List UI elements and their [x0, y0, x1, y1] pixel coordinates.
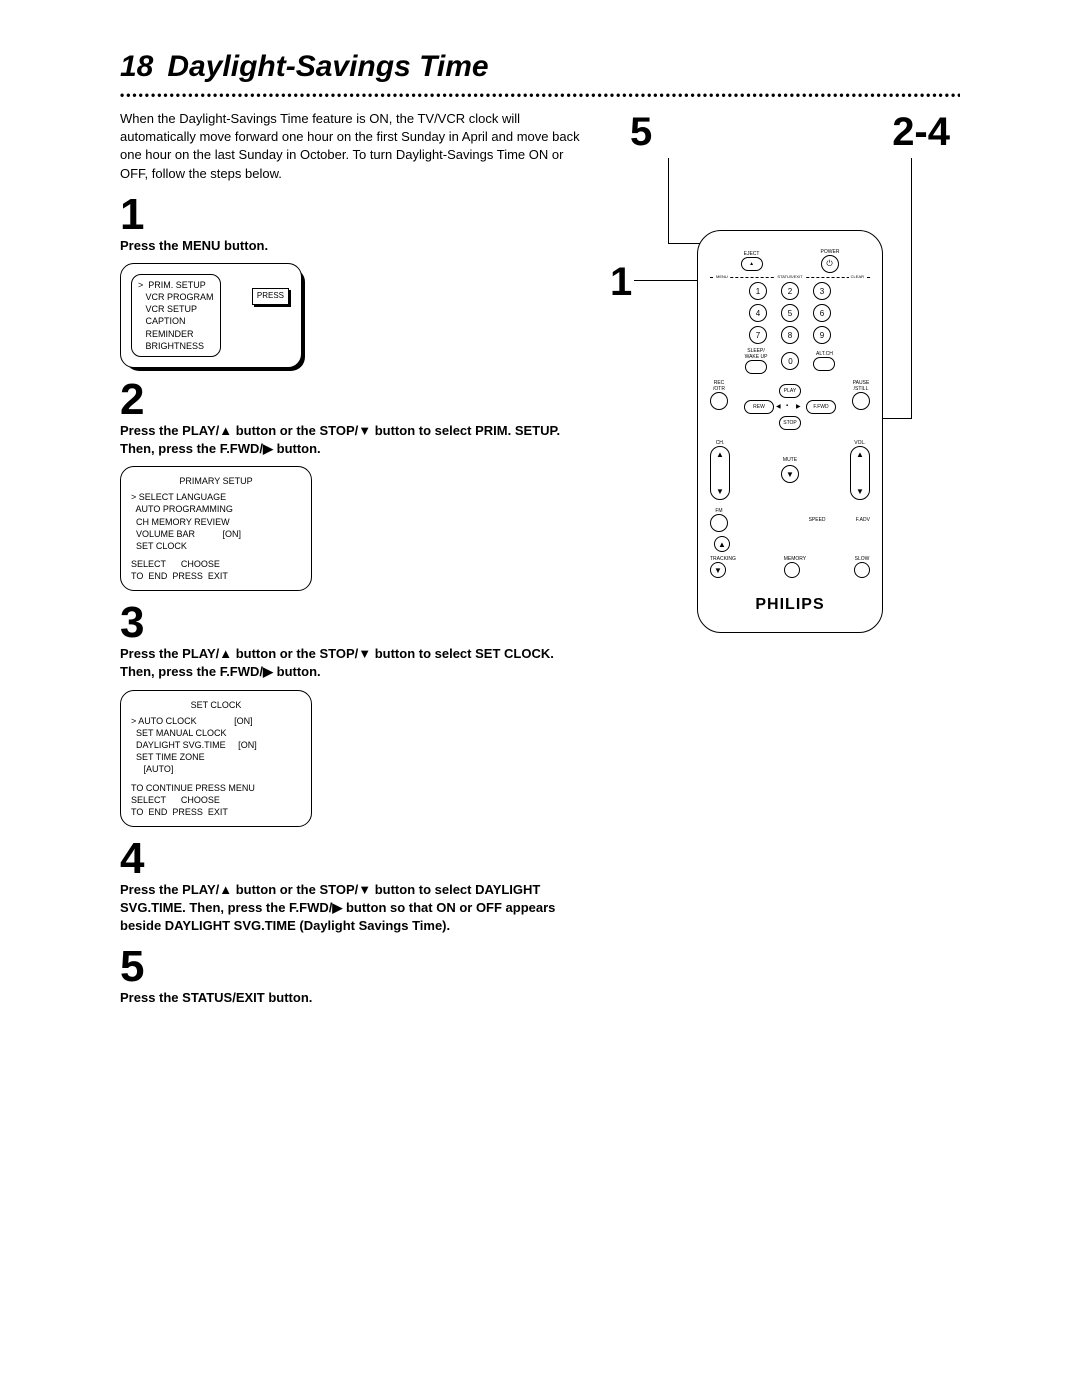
status-label: STATUS/EXIT — [775, 274, 804, 279]
rec-label: REC /OTR — [710, 380, 728, 392]
intro-text: When the Daylight-Savings Time feature i… — [120, 110, 590, 183]
osd-menu-2: PRIMARY SETUP > SELECT LANGUAGE AUTO PRO… — [120, 466, 312, 591]
pause-button[interactable] — [852, 392, 870, 410]
dotted-rule: ••••••••••••••••••••••••••••••••••••••••… — [120, 88, 960, 102]
brand-logo: PHILIPS — [710, 596, 870, 614]
digit-1[interactable]: 1 — [749, 282, 767, 300]
pause-label: PAUSE /STILL — [852, 380, 870, 392]
memory-label: MEMORY — [784, 556, 806, 562]
altch-label: ALT.CH — [813, 351, 835, 357]
leader-line — [634, 280, 706, 281]
page-title: 18 Daylight-Savings Time — [120, 50, 960, 84]
speed-label: SPEED — [809, 517, 826, 523]
step-number-3: 3 — [120, 601, 590, 645]
leader-line — [668, 158, 669, 243]
step-number-1: 1 — [120, 193, 590, 237]
volume-rocker[interactable]: ▲▼ — [850, 446, 870, 500]
play-button[interactable]: PLAY — [779, 384, 801, 398]
mute-label: MUTE — [783, 457, 797, 463]
digit-9[interactable]: 9 — [813, 326, 831, 344]
menu-label: MENU — [714, 274, 730, 279]
eject-label: EJECT — [741, 251, 763, 257]
right-arrow-icon: ▶ — [796, 403, 804, 411]
ch-label: CH. — [710, 440, 730, 446]
sleep-label: SLEEP/ WAKE UP — [745, 348, 768, 360]
step-text-2: Press the PLAY/▲ button or the STOP/▼ bu… — [120, 422, 590, 458]
center-dot-icon: ▪ — [786, 403, 794, 411]
osd1-press: PRESS — [252, 288, 289, 305]
osd2-footer: SELECT CHOOSE TO END PRESS EXIT — [131, 558, 301, 582]
fm-label: FM — [710, 508, 728, 514]
power-button[interactable]: ⏻ — [821, 255, 839, 273]
slow-button[interactable] — [854, 562, 870, 578]
channel-rocker[interactable]: ▲▼ — [710, 446, 730, 500]
osd-menu-1: > PRIM. SETUP VCR PROGRAM VCR SETUP CAPT… — [120, 263, 302, 368]
left-column: When the Daylight-Savings Time feature i… — [120, 110, 590, 1016]
osd2-lines: > SELECT LANGUAGE AUTO PROGRAMMING CH ME… — [131, 491, 301, 552]
tracking-down-button[interactable]: ▼ — [710, 562, 726, 578]
title-text: Daylight-Savings Time — [167, 50, 488, 84]
osd3-title: SET CLOCK — [131, 699, 301, 711]
eject-button[interactable]: ▲ — [741, 257, 763, 271]
rew-button[interactable]: REW — [744, 400, 774, 414]
right-column: 5 2-4 1 EJECT ▲ POWER ⏻ — [620, 110, 960, 1016]
osd1-lines: > PRIM. SETUP VCR PROGRAM VCR SETUP CAPT… — [138, 279, 214, 352]
ffwd-button[interactable]: F.FWD — [806, 400, 836, 414]
tracking-up-button[interactable]: ▲ — [714, 536, 730, 552]
osd-menu-3: SET CLOCK > AUTO CLOCK [ON] SET MANUAL C… — [120, 690, 312, 827]
osd3-lines: > AUTO CLOCK [ON] SET MANUAL CLOCK DAYLI… — [131, 715, 301, 776]
digit-3[interactable]: 3 — [813, 282, 831, 300]
fadv-label: F.ADV — [856, 517, 870, 523]
digit-7[interactable]: 7 — [749, 326, 767, 344]
osd2-title: PRIMARY SETUP — [131, 475, 301, 487]
left-arrow-icon: ◀ — [776, 403, 784, 411]
step-text-4: Press the PLAY/▲ button or the STOP/▼ bu… — [120, 881, 590, 936]
digit-5[interactable]: 5 — [781, 304, 799, 322]
callout-side: 1 — [610, 260, 632, 305]
tracking-label: TRACKING — [710, 556, 736, 562]
fm-button[interactable] — [710, 514, 728, 532]
sleep-button[interactable] — [745, 360, 767, 374]
remote-control: EJECT ▲ POWER ⏻ MENU STATUS/EXIT CLEAR 1… — [697, 230, 883, 633]
mute-button[interactable]: ▼ — [781, 465, 799, 483]
step-text-3: Press the PLAY/▲ button or the STOP/▼ bu… — [120, 645, 590, 681]
step-number-2: 2 — [120, 378, 590, 422]
step-number-5: 5 — [120, 945, 590, 989]
osd3-footer: TO CONTINUE PRESS MENU SELECT CHOOSE TO … — [131, 782, 301, 818]
step-text-1: Press the MENU button. — [120, 237, 590, 255]
memory-button[interactable] — [784, 562, 800, 578]
digit-8[interactable]: 8 — [781, 326, 799, 344]
callout-top-right: 2-4 — [892, 110, 950, 155]
page-number: 18 — [120, 50, 153, 84]
slow-label: SLOW — [854, 556, 870, 562]
digit-0[interactable]: 0 — [781, 352, 799, 370]
power-label: POWER — [821, 249, 840, 255]
altch-button[interactable] — [813, 357, 835, 371]
digit-6[interactable]: 6 — [813, 304, 831, 322]
digit-4[interactable]: 4 — [749, 304, 767, 322]
stop-button[interactable]: STOP — [779, 416, 801, 430]
leader-line — [911, 158, 912, 418]
rec-button[interactable] — [710, 392, 728, 410]
clear-label: CLEAR — [849, 274, 866, 279]
digit-2[interactable]: 2 — [781, 282, 799, 300]
vol-label: VOL. — [850, 440, 870, 446]
step-text-5: Press the STATUS/EXIT button. — [120, 989, 590, 1007]
step-number-4: 4 — [120, 837, 590, 881]
callout-top-left: 5 — [630, 110, 652, 155]
